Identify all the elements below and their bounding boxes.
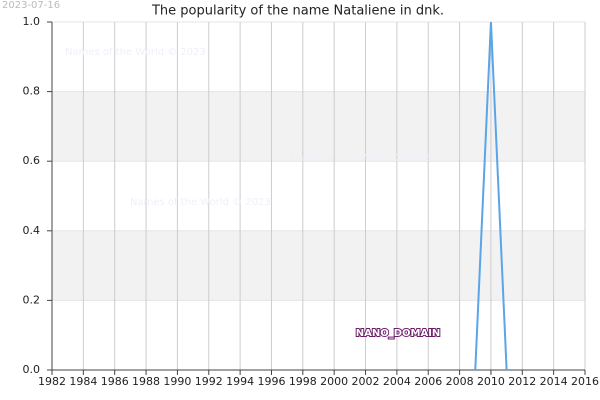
x-tick-label: 2006 — [414, 375, 442, 388]
grid-band — [52, 91, 585, 162]
x-tick-label: 2014 — [540, 375, 568, 388]
x-tick-label: 1988 — [132, 375, 160, 388]
y-tick-label: 0.0 — [23, 363, 41, 376]
y-tick-label: 0.6 — [23, 154, 41, 167]
annotation: NANO_DOMAIN — [356, 328, 441, 339]
x-tick-label: 1986 — [101, 375, 129, 388]
y-tick-label: 1.0 — [23, 15, 41, 28]
x-tick-label: 2000 — [320, 375, 348, 388]
y-tick-label: 0.8 — [23, 85, 41, 98]
x-tick-label: 1990 — [163, 375, 191, 388]
x-tick-label: 2012 — [508, 375, 536, 388]
watermark: Names of the World © 2023 — [130, 197, 271, 208]
chart-title: The popularity of the name Nataliene in … — [151, 4, 444, 19]
x-tick-label: 2002 — [352, 375, 380, 388]
x-tick-label: 1984 — [69, 375, 97, 388]
y-tick-label: 0.4 — [23, 224, 41, 237]
x-tick-label: 1992 — [195, 375, 223, 388]
watermark: Names of the World © 2023 — [290, 153, 431, 164]
date: 2023-07-16 — [2, 0, 60, 11]
x-tick-label: 2004 — [383, 375, 411, 388]
x-tick-label: 1998 — [289, 375, 317, 388]
x-tick-label: 1982 — [38, 375, 66, 388]
watermark: Names of the World © 2023 — [65, 47, 206, 58]
y-tick-label: 0.2 — [23, 293, 41, 306]
x-tick-label: 2016 — [571, 375, 599, 388]
x-tick-label: 2008 — [446, 375, 474, 388]
x-tick-label: 1996 — [257, 375, 285, 388]
x-tick-label: 2010 — [477, 375, 505, 388]
line — [474, 21, 508, 371]
x-tick-label: 1994 — [226, 375, 254, 388]
grid-band — [52, 230, 585, 301]
